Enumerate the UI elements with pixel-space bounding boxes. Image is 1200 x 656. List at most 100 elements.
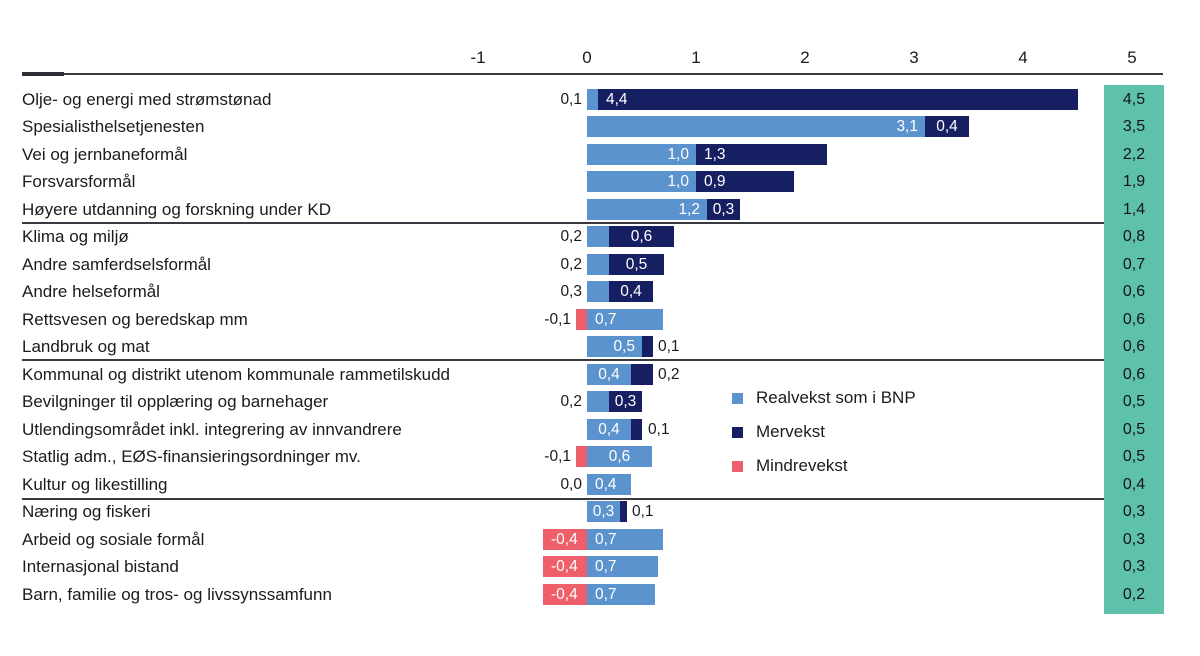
mindrevekst-swatch-icon <box>732 460 743 472</box>
bar-value-label-outside: 0,1 <box>632 503 654 520</box>
category-label: Kultur og likestilling <box>22 475 168 494</box>
category-label: Rettsvesen og beredskap mm <box>22 310 248 329</box>
bar-value-label-outside: 0,1 <box>658 338 680 355</box>
axis-line-stub <box>22 72 64 76</box>
bar-value-label: 0,5 <box>613 338 635 355</box>
bar-segment-realvekst <box>587 89 598 110</box>
axis-tick-label: -1 <box>470 48 486 67</box>
bar-value-label: 0,7 <box>595 558 617 575</box>
bar-value-label-outside: -0,1 <box>544 311 571 328</box>
category-label: Arbeid og sosiale formål <box>22 530 205 549</box>
total-value-label: 0,4 <box>1122 476 1146 493</box>
total-value-label: 2,2 <box>1122 146 1146 163</box>
category-label: Statlig adm., EØS-finansieringsordninger… <box>22 447 361 466</box>
category-label: Bevilgninger til opplæring og barnehager <box>22 392 329 411</box>
total-value-label: 0,5 <box>1122 448 1146 465</box>
bar-value-label: 0,3 <box>614 393 637 410</box>
bar-value-label: 0,5 <box>625 256 648 273</box>
bar-value-label: 0,7 <box>595 586 617 603</box>
bar-segment-mervekst <box>631 364 653 385</box>
legend-item-mervekst: Mervekst <box>732 422 916 442</box>
bar-segment-realvekst: 1,0 <box>587 144 696 165</box>
axis-tick-label: 2 <box>800 48 810 67</box>
realvekst-swatch-icon <box>732 392 743 404</box>
bar-value-label-outside: 0,1 <box>560 91 582 108</box>
bar-segment-mervekst: 0,9 <box>696 171 794 192</box>
bar-segment-mervekst: 4,4 <box>598 89 1078 110</box>
total-value-label: 0,6 <box>1122 338 1146 355</box>
bar-segment-mindrevekst: -0,4 <box>543 529 587 550</box>
bar-segment-realvekst: 0,4 <box>587 474 631 495</box>
axis-tick-label: 5 <box>1127 48 1137 67</box>
bar-value-label: 0,6 <box>630 228 653 245</box>
bar-value-label: 1,0 <box>667 146 689 163</box>
group-separator-line <box>22 498 1163 500</box>
category-label: Høyere utdanning og forskning under KD <box>22 200 332 219</box>
bar-segment-realvekst <box>587 254 609 275</box>
bar-value-label: 3,1 <box>896 118 918 135</box>
bar-value-label: 1,0 <box>667 173 689 190</box>
axis-tick-label: 3 <box>909 48 919 67</box>
bar-value-label: 0,7 <box>595 531 617 548</box>
bar-segment-realvekst: 0,5 <box>587 336 642 357</box>
totals-column-background <box>1104 85 1164 614</box>
legend-label: Mervekst <box>756 422 825 441</box>
category-label: Spesialisthelsetjenesten <box>22 117 205 136</box>
bar-segment-mervekst <box>642 336 653 357</box>
bar-value-label: 0,4 <box>620 283 642 300</box>
category-label: Vei og jernbaneformål <box>22 145 188 164</box>
category-label: Næring og fiskeri <box>22 502 151 521</box>
total-value-label: 0,6 <box>1122 366 1146 383</box>
category-label: Olje- og energi med strømstønad <box>22 90 272 109</box>
bar-value-label: 0,6 <box>608 448 631 465</box>
bar-value-label-outside: 0,3 <box>560 283 582 300</box>
bar-value-label: 0,4 <box>598 366 620 383</box>
bar-value-label: 0,9 <box>704 173 726 190</box>
total-value-label: 0,7 <box>1122 256 1146 273</box>
bar-value-label-outside: 0,2 <box>560 256 582 273</box>
category-label: Utlendingsområdet inkl. integrering av i… <box>22 420 402 439</box>
axis-tick-label: 4 <box>1018 48 1028 67</box>
total-value-label: 0,6 <box>1122 311 1146 328</box>
bar-value-label: 0,7 <box>595 311 617 328</box>
total-value-label: 1,4 <box>1122 201 1146 218</box>
legend-label: Mindrevekst <box>756 456 848 475</box>
category-label: Internasjonal bistand <box>22 557 179 576</box>
category-label: Forsvarsformål <box>22 172 136 191</box>
total-value-label: 0,3 <box>1122 503 1146 520</box>
bar-segment-mindrevekst <box>576 446 587 467</box>
total-value-label: 0,5 <box>1122 393 1146 410</box>
bar-value-label-outside: 0,2 <box>658 366 680 383</box>
bar-segment-realvekst: 0,4 <box>587 419 631 440</box>
bar-segment-mervekst <box>620 501 627 522</box>
category-label: Andre samferdselsformål <box>22 255 211 274</box>
total-value-label: 4,5 <box>1122 91 1146 108</box>
bar-segment-realvekst: 0,4 <box>587 364 631 385</box>
bar-value-label: 0,4 <box>598 421 620 438</box>
chart-legend: Realvekst som i BNP Mervekst Mindrevekst <box>732 388 916 490</box>
total-value-label: 0,3 <box>1122 531 1146 548</box>
bar-segment-mervekst: 0,6 <box>609 226 674 247</box>
bar-value-label-outside: 0,2 <box>560 228 582 245</box>
bar-value-label: 4,4 <box>606 91 628 108</box>
bar-value-label: 0,4 <box>936 118 958 135</box>
bar-value-label: 1,2 <box>678 201 700 218</box>
bar-segment-realvekst: 0,7 <box>587 556 658 577</box>
bar-segment-mindrevekst: -0,4 <box>543 556 587 577</box>
bar-segment-realvekst: 3,1 <box>587 116 925 137</box>
bar-segment-mervekst: 0,5 <box>609 254 664 275</box>
bar-value-label-outside: 0,0 <box>560 476 582 493</box>
total-value-label: 0,2 <box>1122 586 1146 603</box>
bar-value-label: 1,3 <box>704 146 726 163</box>
bar-value-label: 0,3 <box>712 201 735 218</box>
axis-tick-label: 1 <box>691 48 701 67</box>
bar-segment-realvekst: 0,3 <box>587 501 620 522</box>
total-value-label: 0,6 <box>1122 283 1146 300</box>
bar-segment-mindrevekst: -0,4 <box>543 584 587 605</box>
axis-line <box>22 73 1163 75</box>
total-value-label: 0,5 <box>1122 421 1146 438</box>
bar-value-label-outside: -0,1 <box>544 448 571 465</box>
total-value-label: 1,9 <box>1122 173 1146 190</box>
legend-item-mindrevekst: Mindrevekst <box>732 456 916 476</box>
